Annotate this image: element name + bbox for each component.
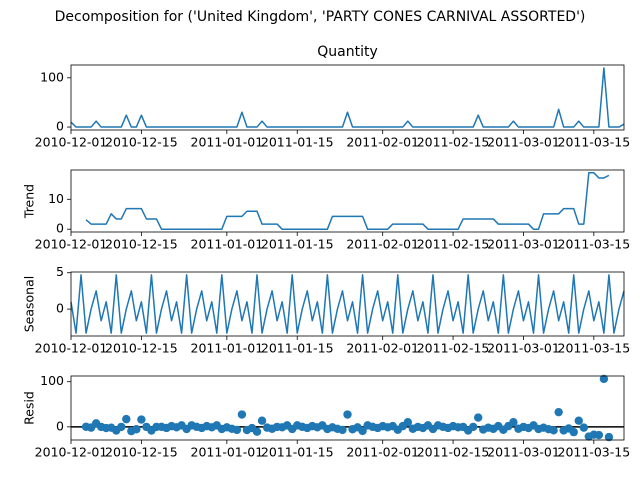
resid-point [509,418,518,427]
x-tick-label: 2010-12-01 [35,237,108,252]
x-tick-label: 2011-02-15 [417,341,490,356]
resid-point [604,432,614,442]
x-tick-label: 2011-01-15 [261,341,334,356]
resid-point [468,422,478,432]
y-tick-label: 100 [40,69,64,84]
x-tick-label: 2010-12-15 [105,135,178,150]
y-tick-label: 5 [56,264,64,279]
x-tick-label: 2011-02-01 [346,237,419,252]
x-tick-label: 2010-12-01 [35,341,108,356]
x-tick-label: 2011-03-01 [487,341,560,356]
resid-point [137,415,146,424]
x-tick-label: 2011-03-15 [558,445,631,460]
resid-point [132,425,141,434]
y-axis-label: Resid [22,391,37,425]
axes-frame [70,64,625,131]
series-line [70,67,625,128]
x-tick-label: 2010-12-01 [35,135,108,150]
x-tick-label: 2011-01-01 [191,237,264,252]
resid-point [252,427,262,436]
x-tick-label: 2011-01-01 [191,445,264,460]
x-tick-label: 2010-12-01 [35,445,108,460]
resid-point [343,410,352,419]
x-tick-label: 2011-03-15 [558,341,631,356]
resid-point [403,418,413,427]
y-tick-label: 0 [56,119,64,134]
x-tick-label: 2010-12-15 [105,445,178,460]
resid-point [338,425,347,435]
y-tick-label: 0 [56,221,64,236]
x-tick-label: 2011-02-01 [346,445,419,460]
axes-frame [70,375,625,441]
x-tick-label: 2011-01-01 [191,135,264,150]
x-tick-label: 2010-12-15 [105,237,178,252]
x-tick-label: 2011-03-01 [487,445,560,460]
axes-frame [70,271,625,337]
x-tick-label: 2011-01-01 [191,341,264,356]
y-axis-label: Trend [22,184,37,219]
figure-title: Decomposition for ('United Kingdom', 'PA… [55,9,586,25]
resid-point [474,413,483,422]
x-tick-label: 2011-01-15 [261,445,334,460]
axes-title: Quantity [317,44,378,60]
x-tick-label: 2011-01-15 [261,135,334,150]
x-tick-label: 2010-12-15 [105,341,178,356]
x-tick-label: 2011-02-15 [417,445,490,460]
x-tick-label: 2011-03-15 [558,237,631,252]
axes-frame [70,169,625,233]
resid-point [599,374,609,384]
resid-point [122,414,131,424]
resid-point [237,410,247,419]
resid-point [358,426,367,436]
x-tick-label: 2011-01-15 [261,237,334,252]
x-tick-label: 2011-02-01 [346,341,419,356]
y-axis-label: Seasonal [22,276,37,333]
y-tick-label: 0 [56,301,64,316]
y-tick-label: 0 [56,418,64,433]
resid-point [569,427,578,437]
series-line [70,274,625,334]
x-tick-label: 2011-03-15 [558,135,631,150]
x-tick-label: 2011-03-01 [487,135,560,150]
resid-point [257,416,267,425]
y-tick-label: 100 [40,373,64,388]
resid-point [574,416,583,425]
resid-point [579,423,588,432]
x-tick-label: 2011-02-01 [346,135,419,150]
x-tick-label: 2011-02-15 [417,135,490,150]
resid-point [554,407,563,417]
resid-point [594,430,604,440]
resid-point [549,426,558,435]
x-tick-label: 2011-02-15 [417,237,490,252]
resid-point [117,422,126,432]
series-line [85,172,610,230]
y-tick-label: 10 [48,191,64,206]
resid-point [232,425,242,435]
x-tick-label: 2011-03-01 [487,237,560,252]
